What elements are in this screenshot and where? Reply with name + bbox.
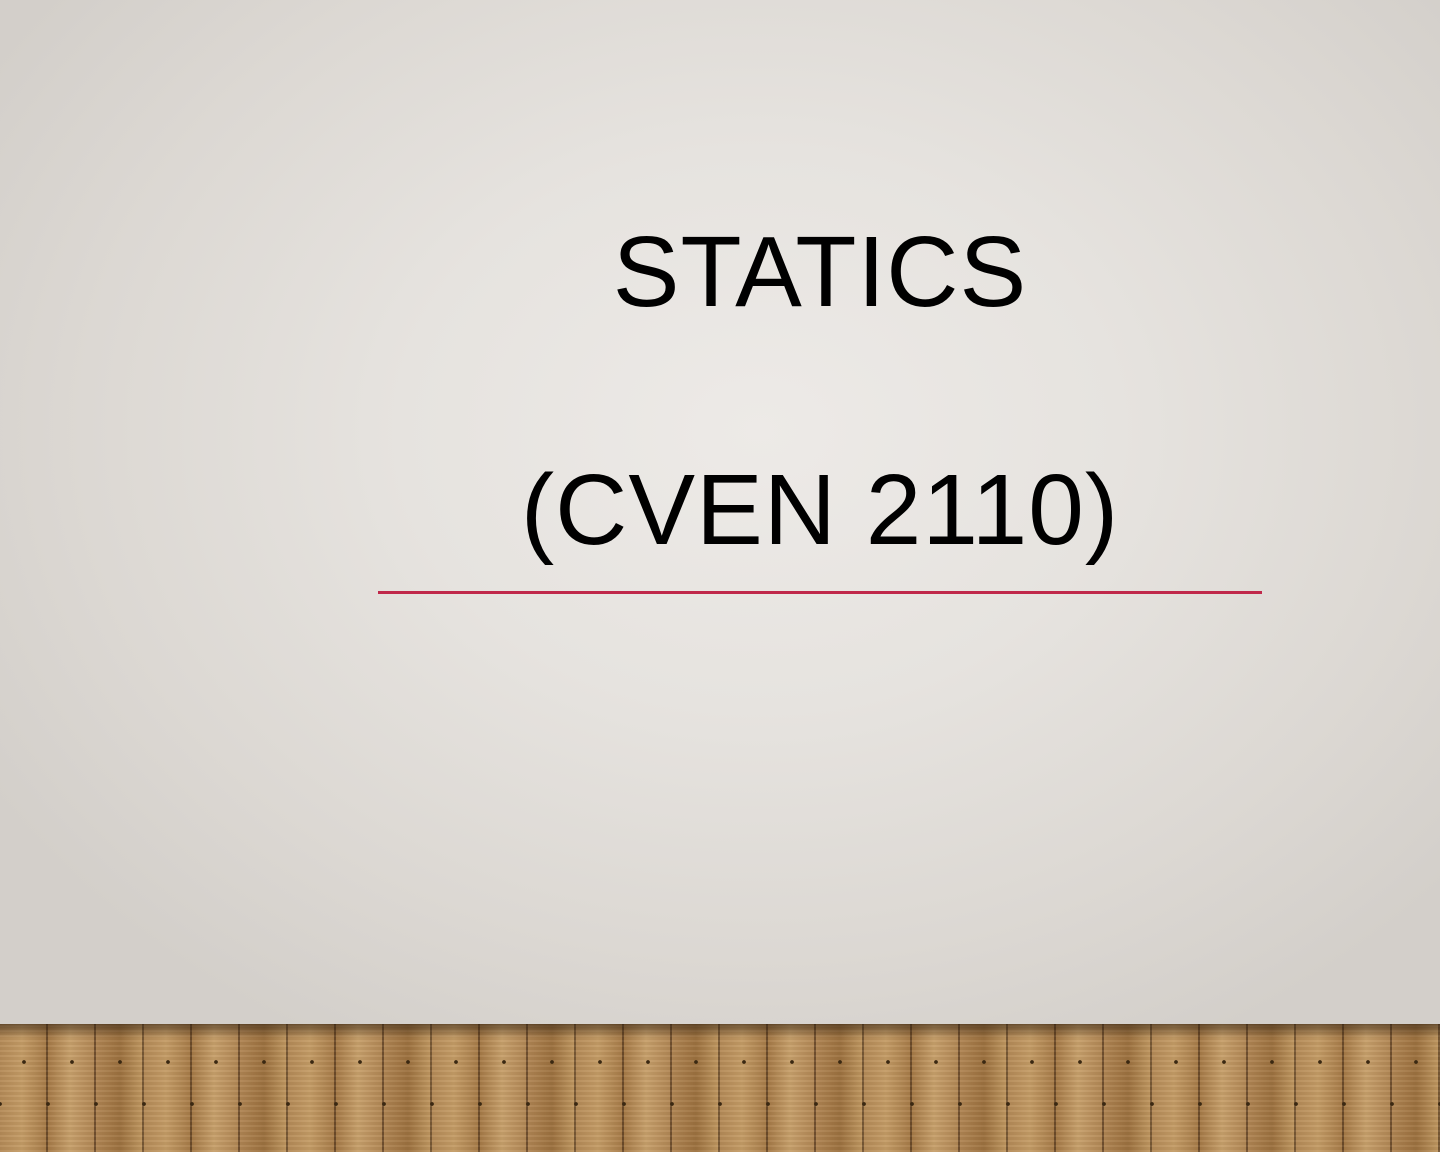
slide-title: STATICS <box>612 216 1028 328</box>
floor-nail-row <box>0 1102 1440 1106</box>
accent-divider <box>378 591 1262 594</box>
course-code: (CVEN 2110) <box>520 454 1120 566</box>
floor-nail-row <box>0 1060 1440 1064</box>
wood-floor-background <box>0 1024 1440 1152</box>
